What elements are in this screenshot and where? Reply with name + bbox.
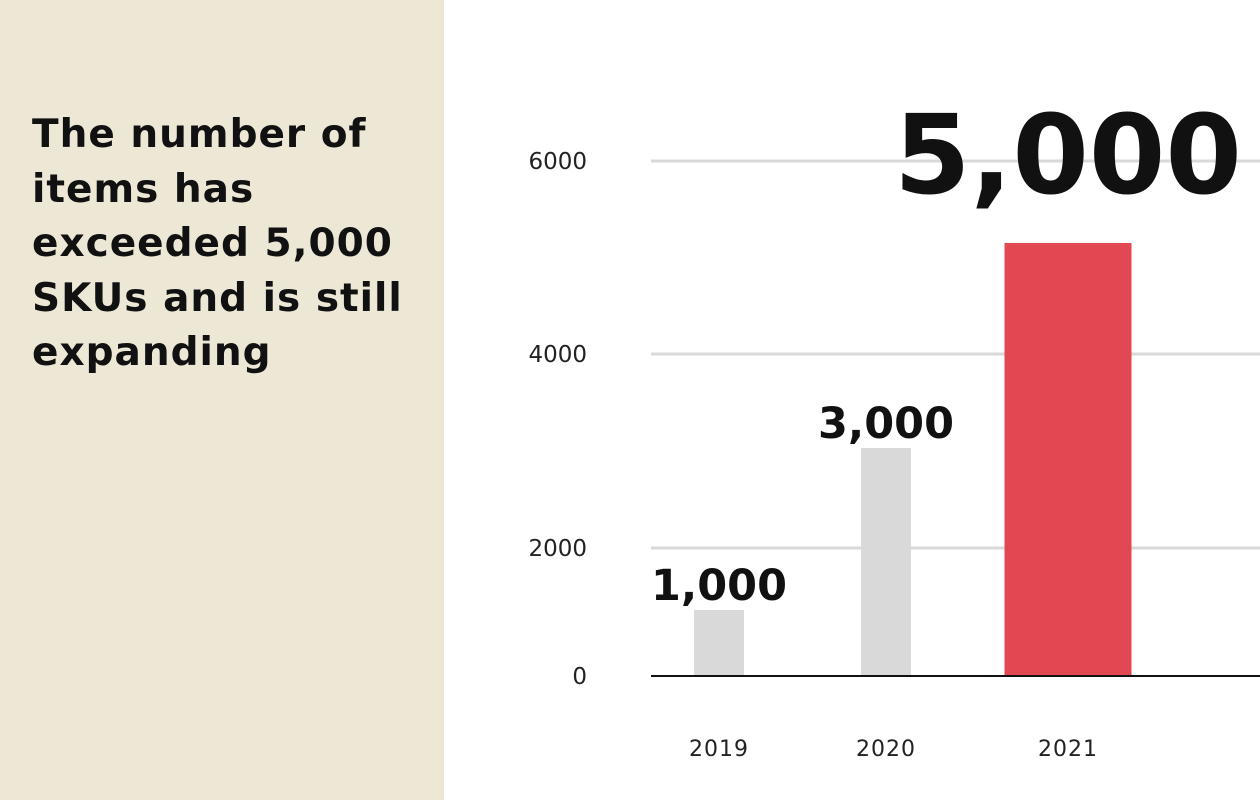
y-tick-label: 0: [572, 664, 587, 690]
y-tick-label: 2000: [528, 536, 587, 562]
bar-2021: [1004, 243, 1132, 675]
y-tick-label: 4000: [528, 342, 587, 368]
headline-text: The number of items has exceeded 5,000 S…: [32, 112, 403, 375]
x-tick-label-2019: 2019: [689, 737, 749, 762]
y-tick-label: 6000: [528, 149, 587, 175]
data-label-2019: 1,000: [651, 561, 787, 611]
bar-2020: [861, 448, 911, 675]
bar-2019: [694, 610, 744, 675]
bar-chart: 0 2000 4000 6000 1,000 2019 3,000 2020 5,000 2021: [444, 0, 1260, 800]
x-tick-label-2020: 2020: [856, 737, 916, 762]
headline-panel: The number of items has exceeded 5,000 S…: [0, 0, 444, 800]
x-tick-label-2021: 2021: [1038, 737, 1098, 762]
data-label-2020: 3,000: [818, 399, 954, 449]
data-label-2021: 5,000: [894, 91, 1242, 219]
bar-chart-svg: 0 2000 4000 6000 1,000 2019 3,000 2020 5,000 2021: [528, 91, 1260, 762]
